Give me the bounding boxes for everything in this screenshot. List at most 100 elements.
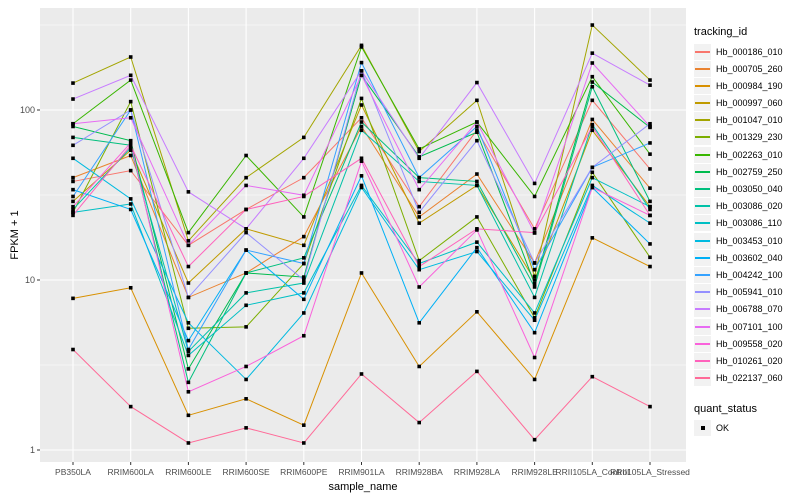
- legend-item: Hb_000186_010: [694, 43, 798, 60]
- data-point: [475, 120, 479, 124]
- x-tick-label: RRII105LA_Control: [555, 467, 629, 477]
- legend-item: Hb_005941_010: [694, 284, 798, 301]
- data-point: [648, 204, 652, 209]
- x-tick-label: RRIM928BA: [396, 467, 444, 477]
- grid-minor: [40, 24, 686, 366]
- data-point: [648, 121, 652, 126]
- legend-item: Hb_003086_020: [694, 198, 798, 215]
- data-point: [244, 271, 248, 275]
- data-point: [532, 281, 537, 286]
- data-point: [532, 285, 537, 289]
- legend-item: Hb_002759_250: [694, 163, 798, 180]
- x-axis-title: sample_name: [328, 481, 398, 493]
- data-point: [186, 380, 191, 385]
- data-point: [359, 115, 364, 120]
- x-tick-label: RRIM600LA: [108, 467, 155, 477]
- data-point: [302, 278, 306, 282]
- data-point: [186, 230, 191, 235]
- data-point: [128, 115, 133, 120]
- legend-key-line-icon: [694, 318, 711, 335]
- legend-item: Hb_007101_100: [694, 318, 798, 335]
- data-point: [475, 80, 479, 85]
- legend-key-line-icon: [694, 181, 711, 197]
- data-point: [648, 167, 652, 171]
- data-point: [648, 255, 652, 260]
- legend-item: Hb_003453_010: [694, 232, 798, 249]
- y-tick-label: 10: [25, 275, 35, 285]
- legend-item-label: Hb_003453_010: [716, 235, 783, 246]
- legend-item-label: OK: [716, 423, 730, 434]
- legend-item-label: Hb_005941_010: [716, 287, 783, 298]
- data-point: [71, 347, 75, 352]
- data-point: [186, 321, 191, 325]
- data-point: [359, 120, 364, 124]
- legend-key-line-icon: [694, 335, 711, 352]
- data-point: [648, 199, 652, 204]
- data-point: [71, 207, 75, 212]
- data-point: [128, 202, 133, 206]
- data-point: [186, 389, 191, 394]
- data-point: [532, 377, 537, 382]
- data-point: [71, 156, 75, 161]
- data-point: [302, 243, 306, 248]
- legend-item: Hb_009558_020: [694, 335, 798, 352]
- data-point: [475, 124, 479, 129]
- data-point: [648, 152, 652, 156]
- legend-item-label: Hb_000186_010: [716, 46, 783, 57]
- data-point: [417, 156, 421, 161]
- data-point: [71, 179, 75, 184]
- data-point: [71, 81, 75, 85]
- data-point: [417, 204, 421, 209]
- data-point: [475, 227, 479, 231]
- legend-item: Hb_003086_110: [694, 215, 798, 232]
- data-point: [590, 175, 595, 180]
- data-point: [532, 230, 537, 235]
- legend-item-label: Hb_002263_010: [716, 149, 783, 160]
- data-point: [590, 165, 595, 170]
- data-point: [71, 194, 75, 199]
- data-point: [71, 97, 75, 101]
- data-point: [244, 303, 248, 308]
- data-point: [186, 190, 191, 194]
- legend-key-line-icon: [694, 232, 711, 249]
- data-point: [417, 175, 421, 180]
- legend-item-label: Hb_002759_250: [716, 166, 783, 177]
- data-point: [590, 117, 595, 122]
- data-point: [648, 404, 652, 409]
- data-point: [302, 256, 306, 260]
- data-point: [128, 404, 133, 409]
- legend-item: Hb_004242_100: [694, 266, 798, 283]
- legend2-title: quant_status: [694, 402, 757, 415]
- data-point: [590, 185, 595, 190]
- data-point: [532, 355, 537, 360]
- data-point: [590, 80, 595, 84]
- data-point: [244, 175, 248, 180]
- data-point: [186, 239, 191, 243]
- data-point: [532, 278, 537, 282]
- legend-item-label: Hb_000984_190: [716, 80, 783, 91]
- data-point: [128, 138, 133, 143]
- legend-key-line-icon: [694, 60, 711, 77]
- data-point: [590, 170, 595, 175]
- data-point: [71, 187, 75, 192]
- data-point: [475, 240, 479, 244]
- data-point: [128, 55, 133, 59]
- data-point: [244, 291, 248, 295]
- x-tick-label: RRIM901LA: [338, 467, 385, 477]
- legend-item: Hb_000997_060: [694, 95, 798, 112]
- data-point: [590, 122, 595, 127]
- data-point: [359, 45, 364, 49]
- data-point: [417, 285, 421, 289]
- legend-key-line-icon: [694, 129, 711, 146]
- legend-key-line-icon: [694, 215, 711, 232]
- data-point: [648, 207, 652, 212]
- data-point: [302, 215, 306, 219]
- data-point: [186, 326, 191, 331]
- data-point: [359, 73, 364, 78]
- data-point: [302, 291, 306, 295]
- data-point: [71, 121, 75, 126]
- data-point: [302, 281, 306, 285]
- data-point: [128, 78, 133, 82]
- data-point: [128, 73, 133, 78]
- data-point: [475, 138, 479, 143]
